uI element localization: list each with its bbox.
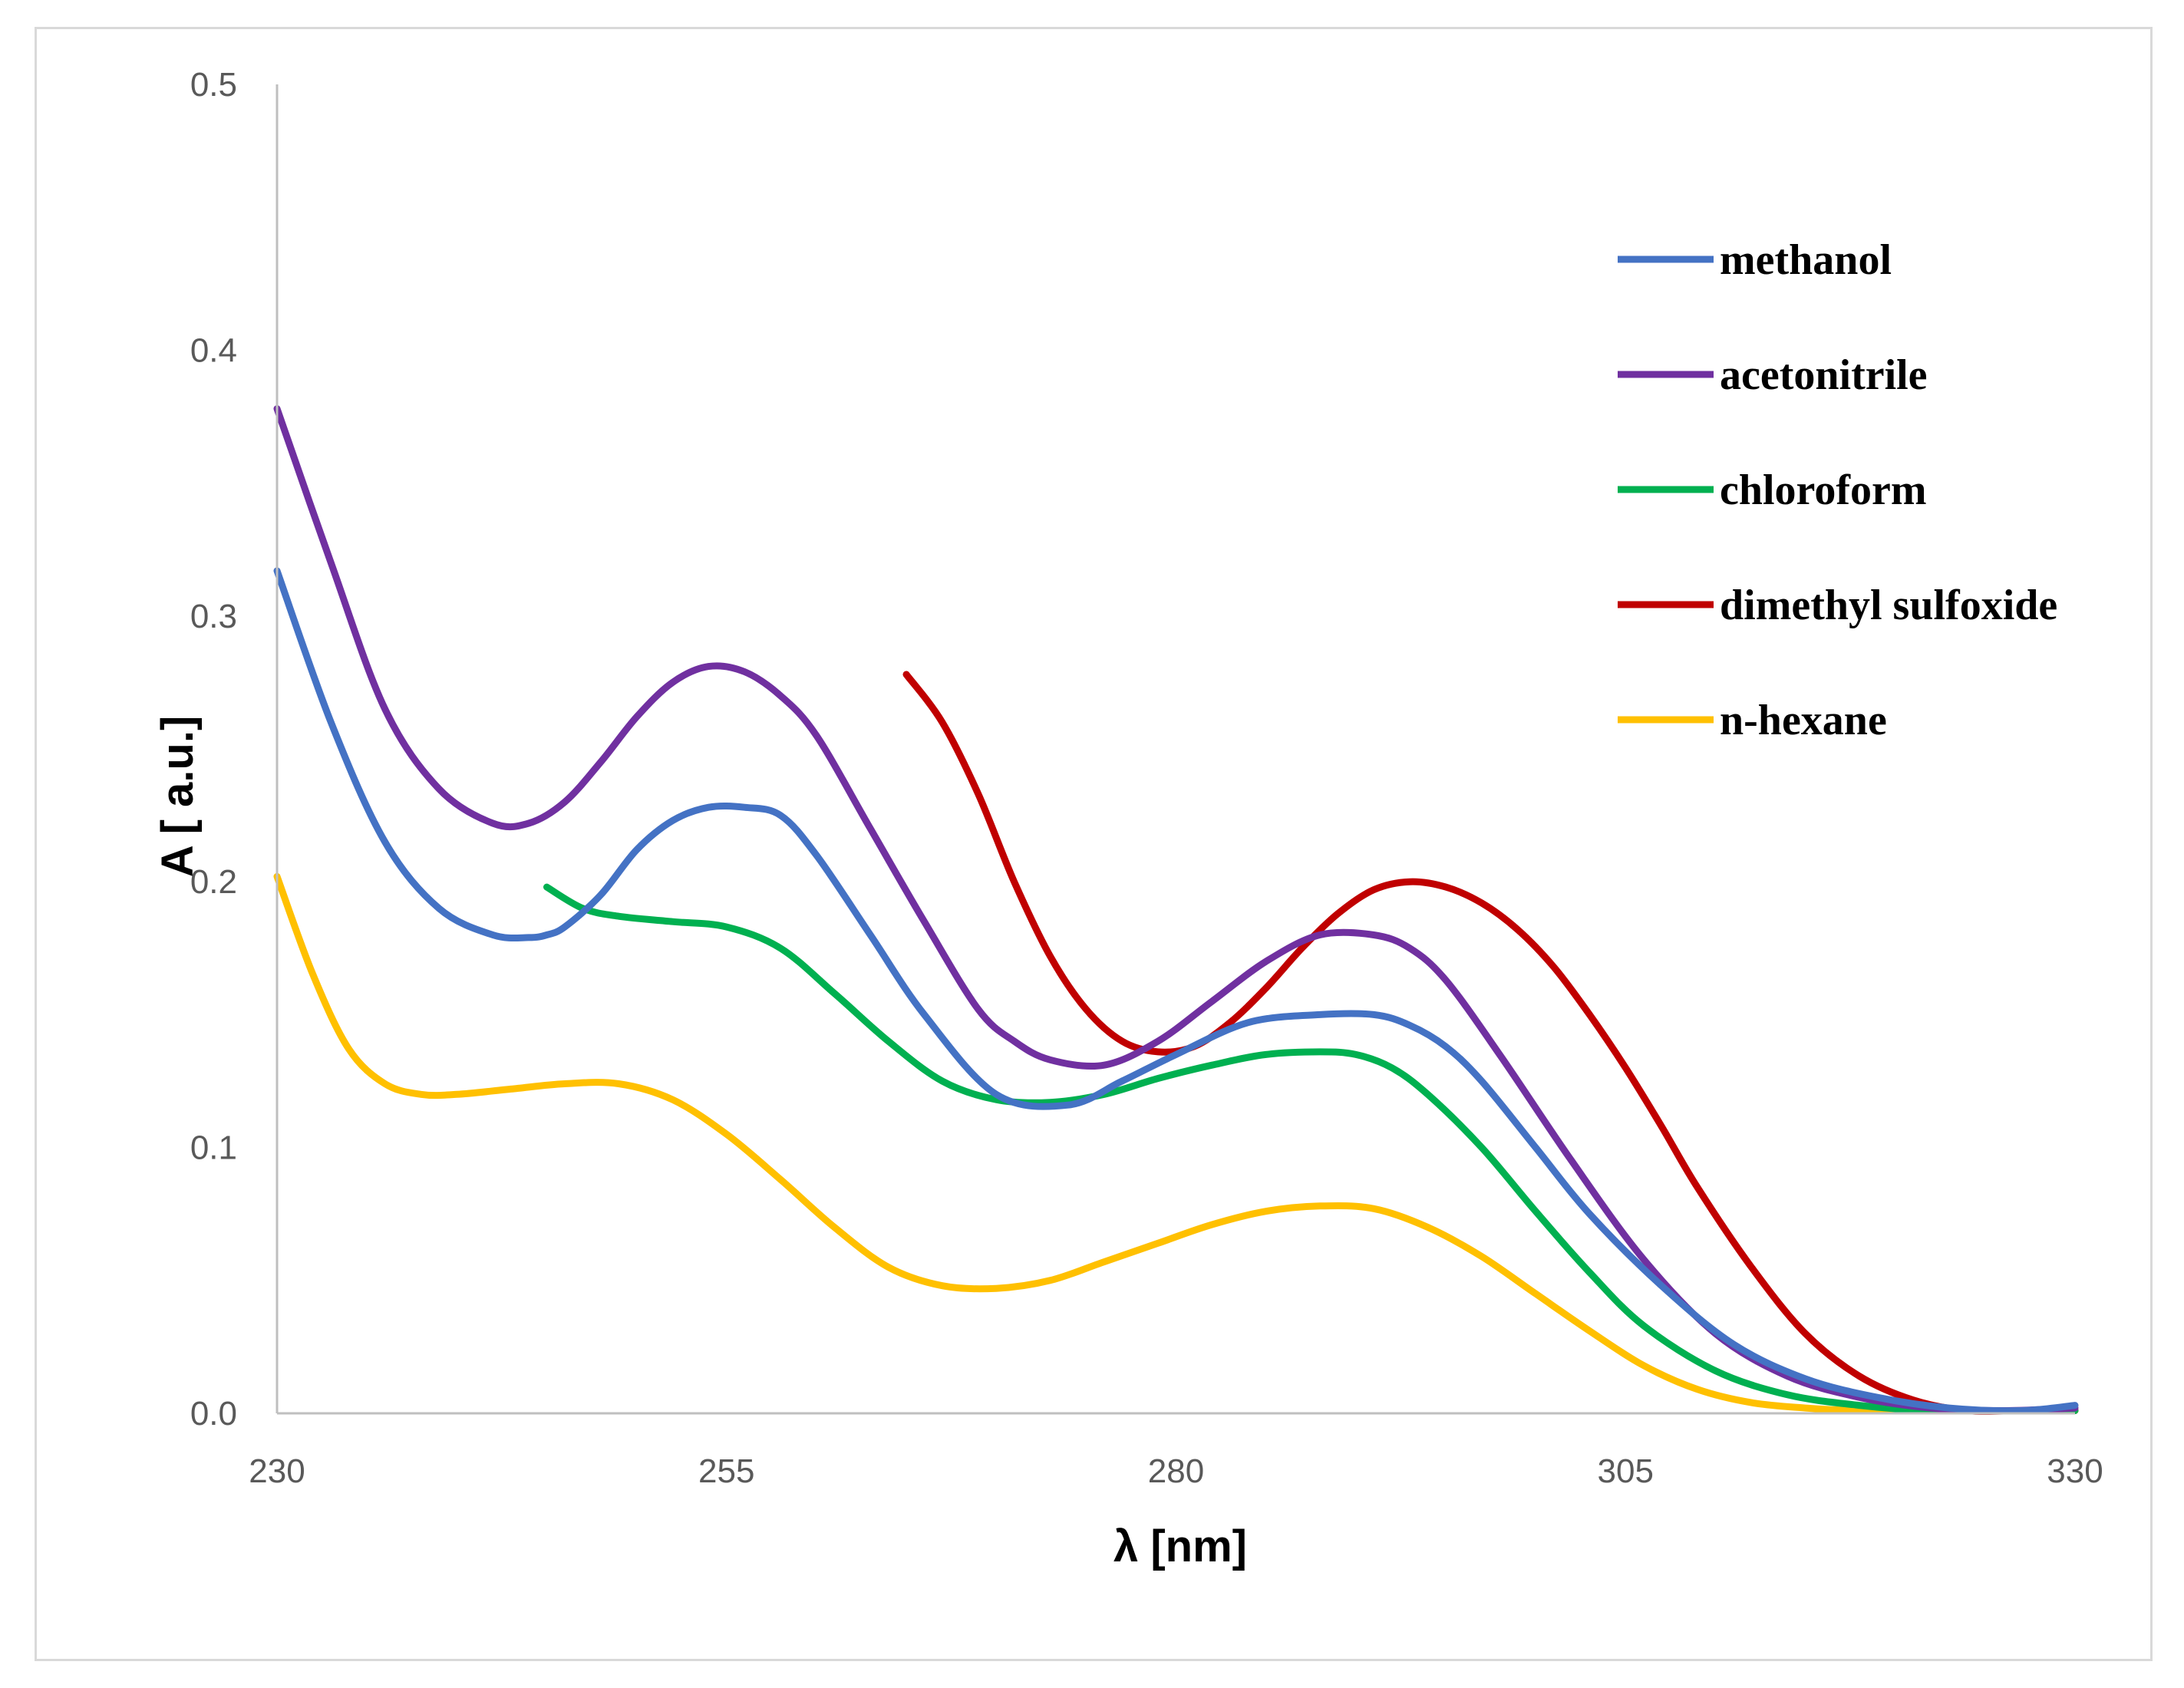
chart-plot: 0.0 0.1 0.2 0.3 0.4 0.5 230 255 280 305 330 λ [nm]… bbox=[153, 66, 2103, 1571]
y-axis-title: A [ a.u.] bbox=[153, 716, 203, 878]
series-lines bbox=[273, 405, 2079, 1416]
legend-label: chloroform bbox=[1720, 467, 1927, 514]
x-axis-title: λ [nm] bbox=[1113, 1522, 1247, 1571]
y-tick-label: 0.2 bbox=[190, 863, 237, 901]
y-tick-label: 0.1 bbox=[190, 1129, 237, 1167]
x-tick-label: 255 bbox=[698, 1452, 754, 1490]
y-tick-label: 0.3 bbox=[190, 598, 237, 635]
series-line-n-hexane bbox=[273, 872, 2079, 1415]
x-tick-label: 330 bbox=[2047, 1452, 2103, 1490]
x-tick-label: 280 bbox=[1148, 1452, 1204, 1490]
series-line-chloroform bbox=[543, 883, 2079, 1415]
series-line-methanol bbox=[273, 567, 2079, 1415]
series-line-dimethyl-sulfoxide bbox=[902, 671, 2079, 1416]
legend-label: n-hexane bbox=[1720, 697, 1887, 744]
series-line-acetonitrile bbox=[273, 405, 2079, 1414]
y-tick-label: 0.4 bbox=[190, 331, 237, 369]
y-tick-label: 0.5 bbox=[190, 66, 237, 104]
legend-label: dimethyl sulfoxide bbox=[1720, 582, 2057, 629]
x-tick-label: 305 bbox=[1598, 1452, 1654, 1490]
legend-label: methanol bbox=[1720, 236, 1892, 284]
legend: methanol acetonitrile chloroform dimethyl s… bbox=[1618, 236, 2057, 744]
axes bbox=[275, 84, 2075, 1415]
chart-frame: 0.0 0.1 0.2 0.3 0.4 0.5 230 255 280 305 330 λ [nm]… bbox=[35, 27, 2153, 1661]
x-tick-label: 230 bbox=[249, 1452, 305, 1490]
tick-labels: 0.0 0.1 0.2 0.3 0.4 0.5 230 255 280 305 330 bbox=[190, 66, 2103, 1490]
y-tick-label: 0.0 bbox=[190, 1395, 237, 1432]
legend-label: acetonitrile bbox=[1720, 351, 1928, 399]
